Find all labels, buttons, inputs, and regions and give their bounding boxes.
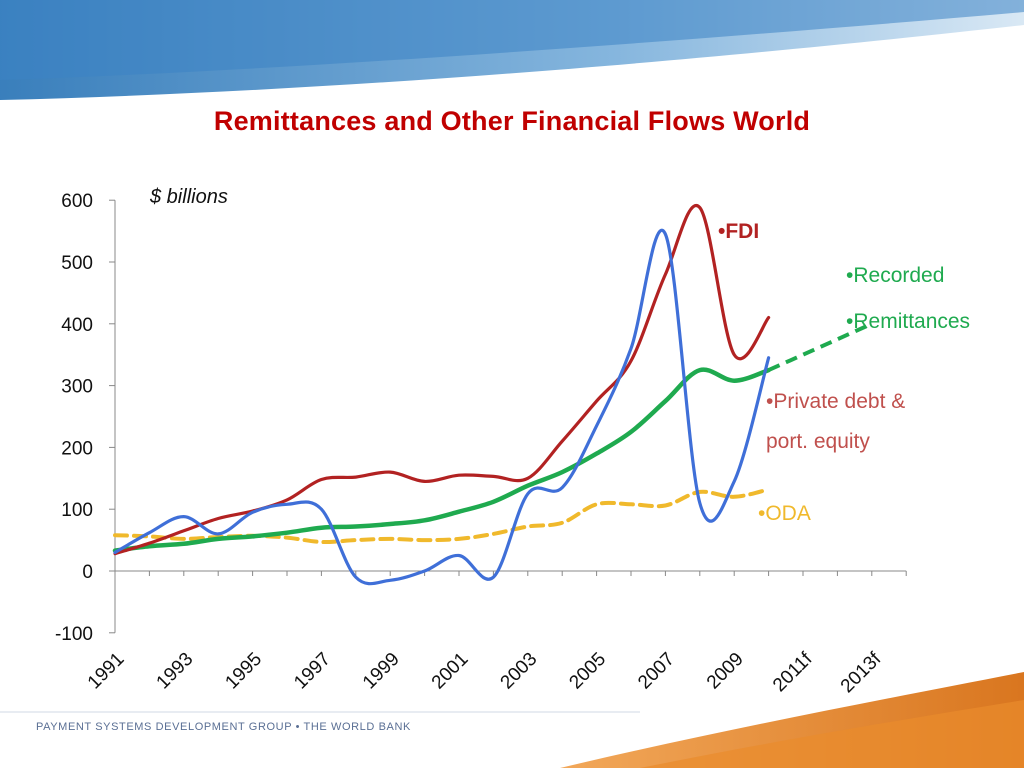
chart-series: [112, 203, 873, 586]
x-tick-label: 1997: [290, 649, 335, 694]
top-ribbon-light: [0, 0, 1024, 80]
y-tick-labels: -100 0 100 200 300 400 500 600: [55, 191, 93, 645]
x-tick-label: 2003: [497, 649, 542, 694]
series-line-private-debt: [113, 229, 771, 586]
bottom-ribbon-light: [640, 700, 1024, 768]
x-tick-label: 1993: [153, 649, 198, 694]
x-tick-label: 2005: [565, 649, 610, 694]
label-private-debt: •Private debt &: [766, 390, 906, 413]
series-line-remittances: [112, 367, 771, 553]
x-tick-label: 1995: [221, 649, 266, 694]
x-tick-label: 2013f: [837, 648, 886, 697]
series-line-remittances-forecast: [767, 321, 873, 372]
y-tick-label: 200: [61, 438, 93, 459]
y-tick-label: 600: [61, 191, 93, 212]
x-tick-label: 2011f: [769, 648, 817, 696]
x-tick-label: 2007: [634, 649, 679, 694]
y-tick-label: 400: [61, 315, 93, 336]
y-tick-label: 500: [61, 253, 93, 274]
y-tick-label: 0: [82, 562, 93, 583]
footer-text: PAYMENT SYSTEMS DEVELOPMENT GROUP • THE …: [36, 721, 411, 733]
unit-label: $ billions: [150, 186, 228, 208]
label-oda: •ODA: [758, 502, 811, 525]
x-tick-label: 1991: [84, 649, 129, 694]
label-remittances: •Remittances: [846, 310, 971, 333]
x-tick-label: 1999: [359, 649, 404, 694]
y-tick-label: 100: [61, 500, 93, 521]
x-tick-label: 2009: [703, 649, 748, 694]
y-tick-label: 300: [61, 377, 93, 398]
label-fdi: •FDI: [718, 220, 760, 243]
x-tick-label: 2001: [428, 649, 473, 694]
y-tick-label: -100: [55, 624, 93, 645]
x-tick-labels: 1991 1993 1995 1997 1999 2001 2003 2005 2007 2009…: [84, 648, 886, 697]
label-recorded: •Recorded: [846, 264, 945, 287]
slide-title: Remittances and Other Financial Flows Wo…: [213, 106, 811, 136]
chart-axes: [109, 199, 907, 634]
label-port-equity: port. equity: [766, 430, 870, 453]
series-line-fdi: [113, 203, 771, 556]
